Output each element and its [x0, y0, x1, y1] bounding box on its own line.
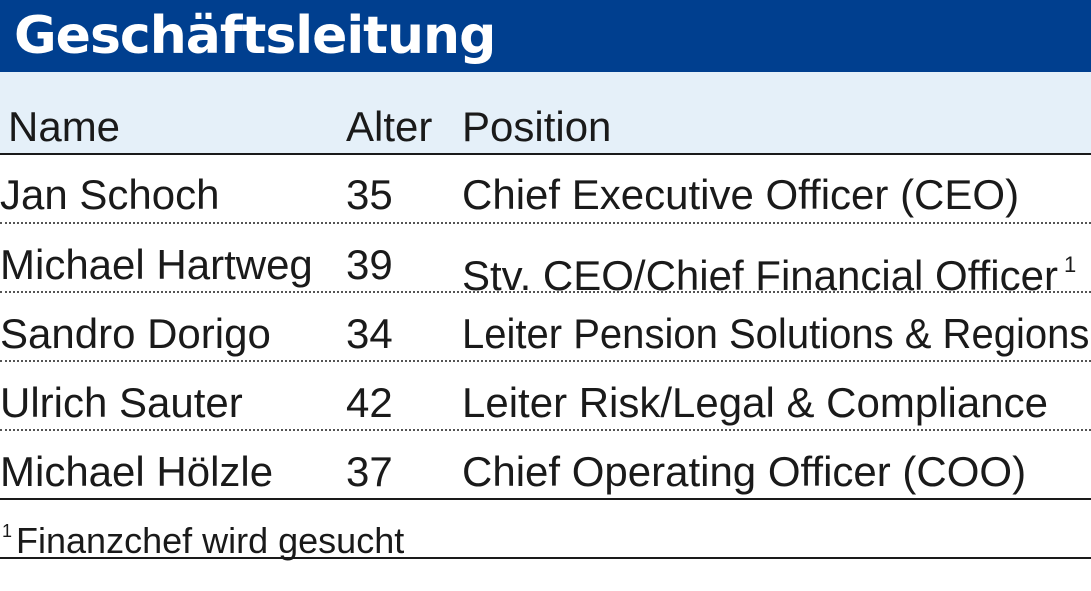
table-title: Geschäftsleitung: [14, 6, 496, 66]
row-4-name: Ulrich Sauter: [0, 379, 243, 426]
row-4-age: 42: [346, 379, 393, 426]
column-header-position: Position: [462, 103, 612, 150]
row-5-age: 37: [346, 448, 393, 495]
row-3-name: Sandro Dorigo: [0, 310, 271, 357]
row-5-position: Chief Operating Officer (COO): [462, 448, 1027, 495]
row-3-age: 34: [346, 310, 393, 357]
row-5-name: Michael Hölzle: [0, 448, 274, 495]
row-3-position: Leiter Pension Solutions & Regions: [462, 310, 1090, 357]
header-rule: [0, 153, 1091, 155]
row-1-age: 35: [346, 171, 393, 218]
row-2-name: Michael Hartweg: [0, 241, 313, 288]
row-2-age: 39: [346, 241, 393, 288]
footnote-reference: 1: [1063, 252, 1077, 277]
row-divider: [0, 222, 1091, 224]
footnote: 1 Finanzchef wird gesucht: [2, 509, 404, 563]
title-bar: Geschäftsleitung: [0, 0, 1091, 72]
row-divider: [0, 291, 1091, 293]
column-header-name: Name: [8, 103, 121, 150]
row-4-position: Leiter Risk/Legal & Compliance: [462, 379, 1048, 426]
table-bottom-rule: [0, 498, 1091, 500]
column-header-age: Alter: [346, 103, 433, 150]
footnote-bottom-rule: [0, 557, 1091, 559]
row-1-name: Jan Schoch: [0, 171, 220, 218]
row-divider: [0, 360, 1091, 362]
footnote-text: Finanzchef wird gesucht: [16, 520, 405, 561]
footnote-marker: 1: [2, 521, 13, 541]
row-1-position: Chief Executive Officer (CEO): [462, 171, 1020, 218]
header-band: [0, 72, 1091, 154]
row-divider: [0, 429, 1091, 431]
